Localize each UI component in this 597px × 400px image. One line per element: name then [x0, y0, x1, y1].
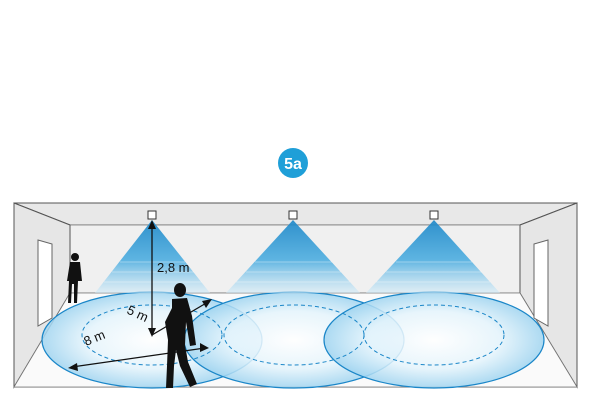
badge-circle — [278, 148, 308, 178]
sensor-3 — [429, 210, 439, 220]
sensor-beams — [95, 220, 500, 293]
beam-2 — [226, 220, 360, 293]
detection-zones — [41, 291, 545, 389]
beam-3 — [366, 220, 500, 293]
outer-radius-arrow-head-left — [68, 363, 78, 371]
zone-inner-3 — [363, 304, 505, 366]
left-door — [37, 239, 53, 327]
zone-outer-3 — [323, 291, 545, 389]
person-background — [67, 253, 82, 303]
inner-radius-arrow-head — [202, 299, 212, 308]
height-arrow-head-top — [148, 220, 156, 229]
sensor-2 — [288, 210, 298, 220]
person-foreground — [165, 283, 197, 388]
height-label: 2,8 m — [157, 260, 190, 275]
height-arrow-head-bottom — [148, 328, 156, 337]
zone-inner-1 — [81, 304, 223, 366]
right-door — [533, 239, 549, 327]
badge: 5a — [278, 148, 308, 178]
sensors — [147, 210, 439, 220]
sensor-1 — [147, 210, 157, 220]
badge-label: 5a — [284, 156, 302, 173]
beam-stripes — [104, 261, 490, 283]
outer-radius-arrow-head-right — [200, 343, 209, 352]
